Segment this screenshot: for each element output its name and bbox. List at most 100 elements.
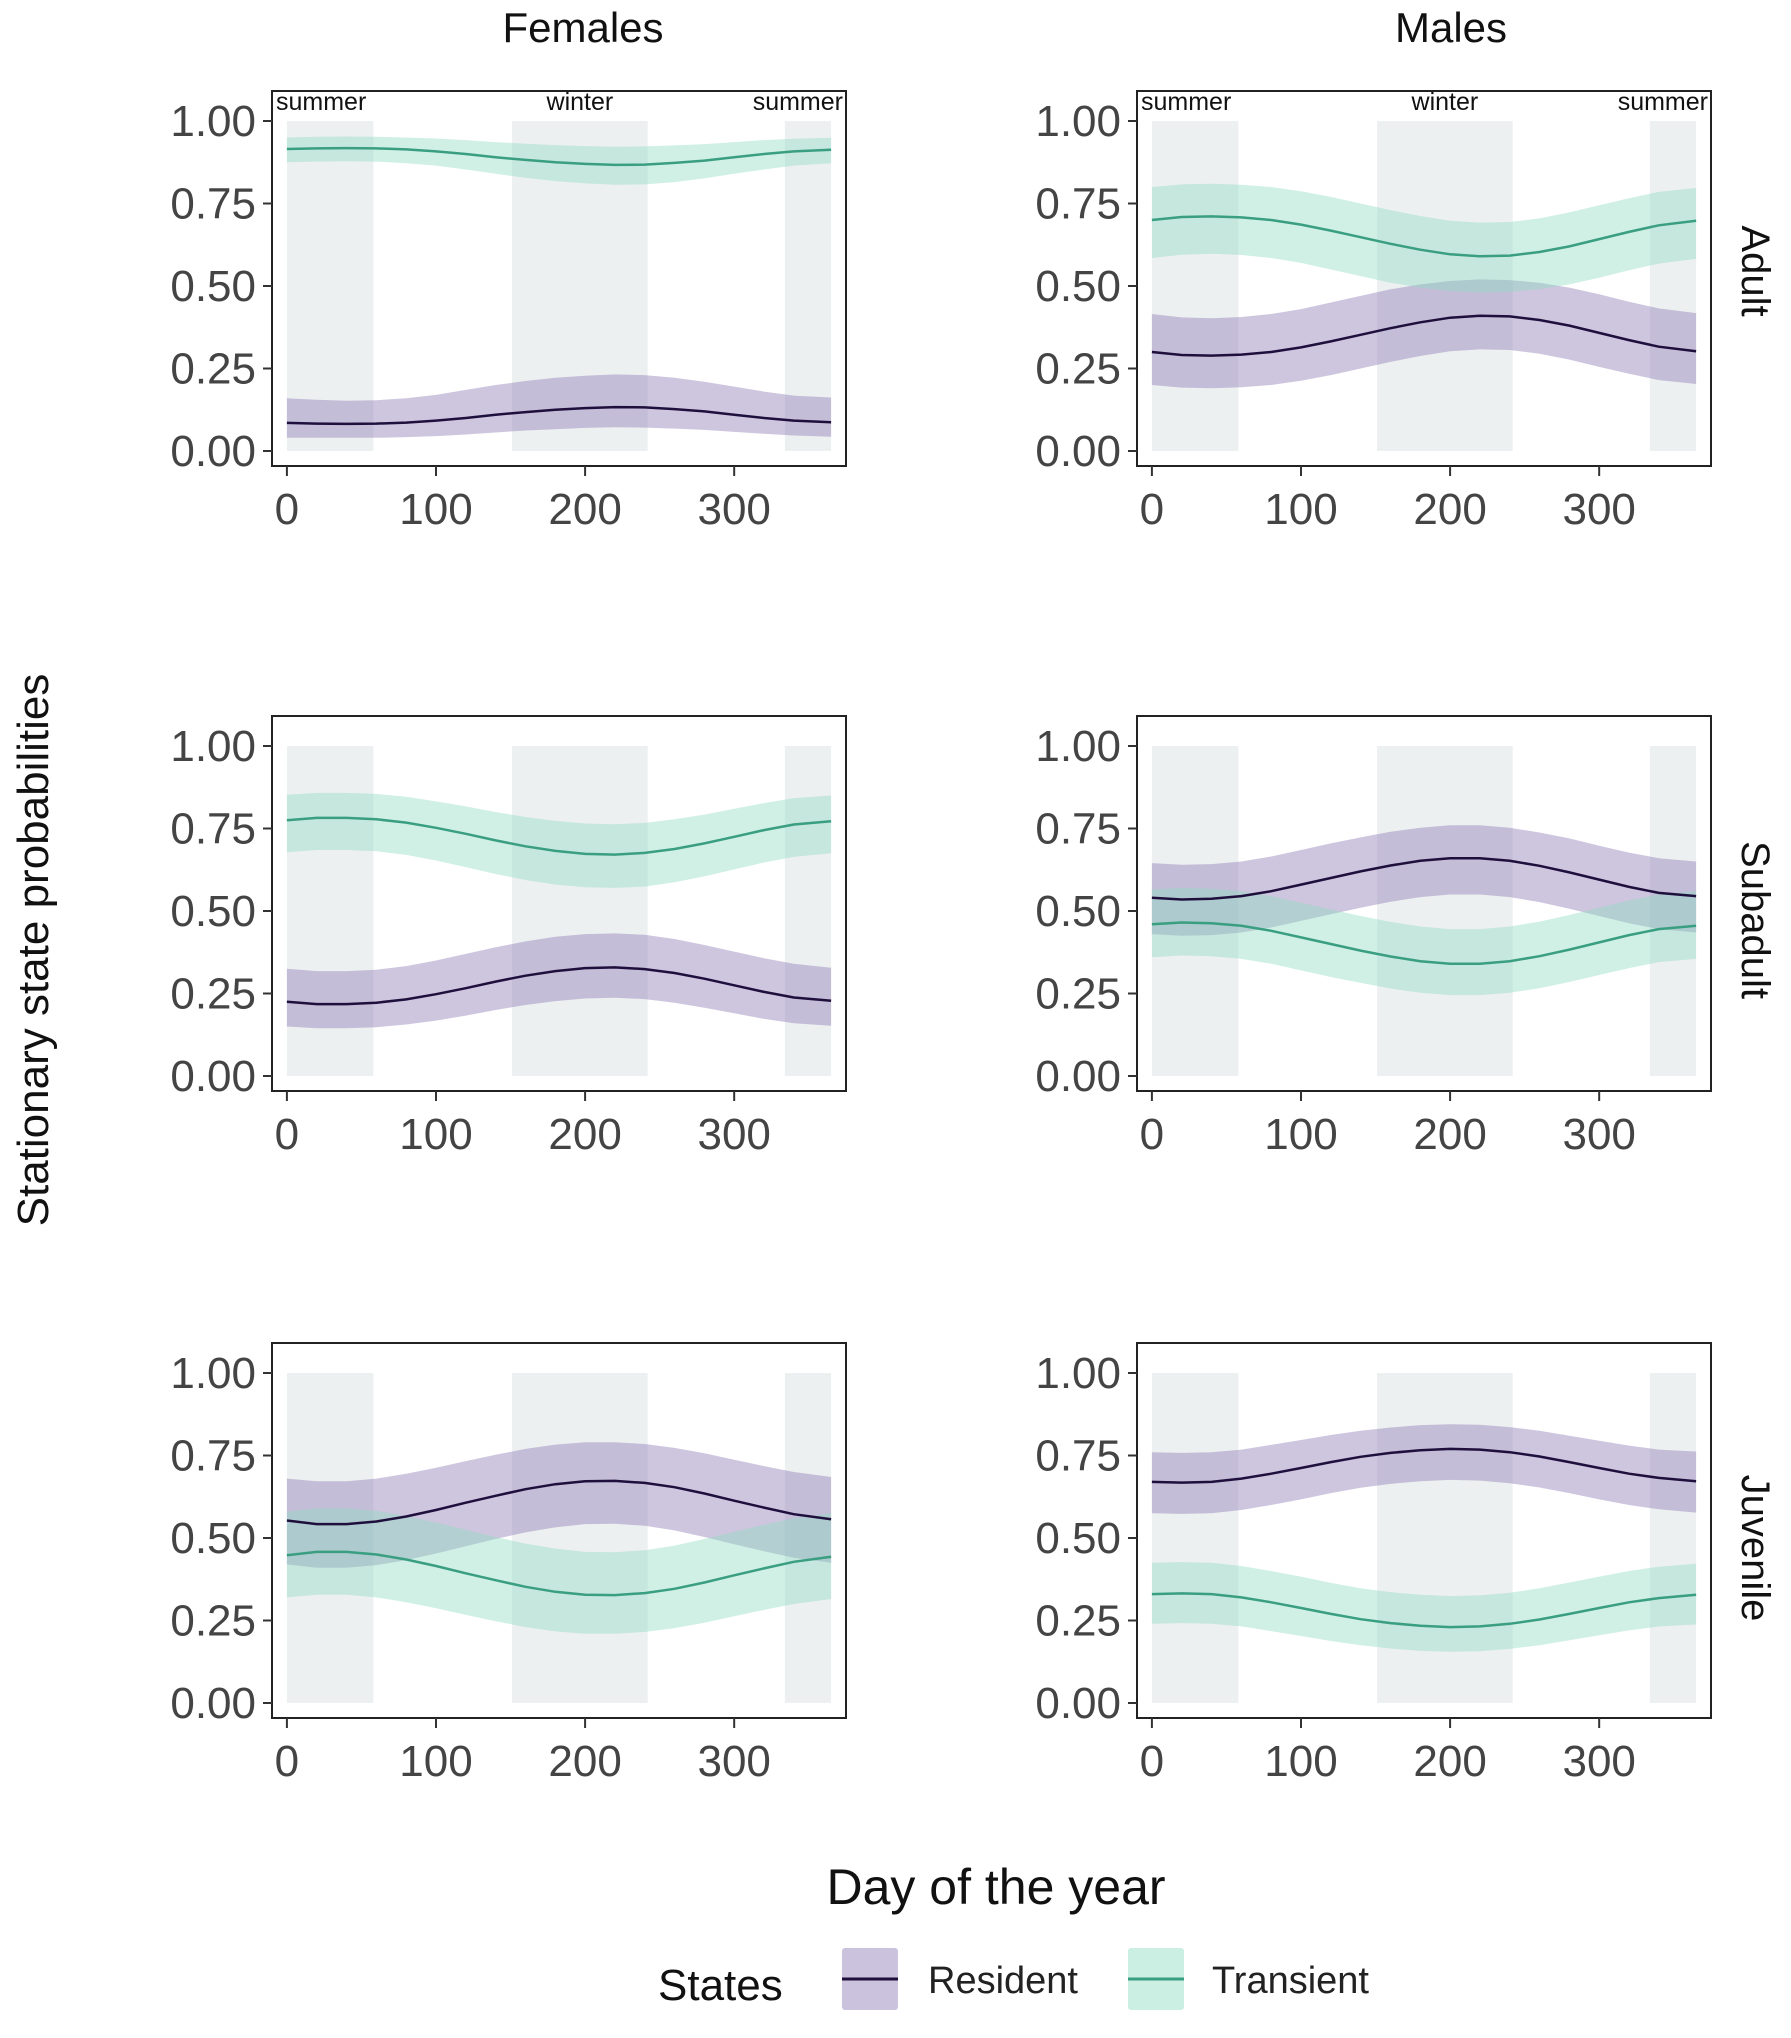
y-tick-label-females-adult-3: 0.75: [170, 180, 256, 229]
y-tick-label-females-adult-1: 0.25: [170, 345, 256, 394]
y-tick-label-males-juvenile-1: 0.25: [1035, 1597, 1121, 1646]
season-band-summer-males-subadult: [1649, 746, 1697, 1076]
season-band-summer-females-juvenile: [286, 1373, 374, 1703]
line-resident-females-adult: [286, 405, 832, 426]
x-tick-label-females-juvenile-1: 100: [399, 1737, 472, 1786]
line-transient-males-subadult: [1151, 921, 1697, 966]
y-tick-label-females-juvenile-2: 0.50: [170, 1514, 256, 1563]
y-axis-title: Stationary state probabilities: [9, 674, 58, 1227]
x-tick-label-females-juvenile-0: 0: [275, 1737, 299, 1786]
y-tick-label-males-juvenile-0: 0.00: [1035, 1679, 1121, 1728]
x-tick-label-females-subadult-3: 300: [697, 1110, 770, 1159]
ribbon-transient-females-subadult: [286, 792, 832, 888]
x-tick-label-males-adult-3: 300: [1562, 485, 1635, 534]
legend-key-resident: [842, 1948, 898, 2010]
row-strip-subadult: Subadult: [1733, 841, 1777, 999]
x-tick-label-males-subadult-2: 200: [1413, 1110, 1486, 1159]
y-tick-label-males-subadult-4: 1.00: [1035, 722, 1121, 771]
panel-border-males-subadult: [1136, 715, 1712, 1092]
x-tick-label-males-adult-0: 0: [1140, 485, 1164, 534]
y-tick-label-males-subadult-1: 0.25: [1035, 970, 1121, 1019]
ribbon-resident-females-juvenile: [286, 1442, 832, 1568]
line-transient-females-subadult: [286, 816, 832, 856]
line-transient-males-juvenile: [1151, 1592, 1697, 1629]
x-axis-title: Day of the year: [826, 1859, 1165, 1915]
ribbon-transient-males-subadult: [1151, 887, 1697, 996]
x-tick-label-males-juvenile-0: 0: [1140, 1737, 1164, 1786]
panel-males-subadult: 0.00 0.25 0.50 0.75 1.00 0 100 200 300: [1035, 715, 1712, 1159]
season-band-winter-males-subadult: [1377, 746, 1513, 1076]
line-resident-males-juvenile: [1151, 1447, 1697, 1484]
x-tick-label-males-juvenile-2: 200: [1413, 1737, 1486, 1786]
column-strip-males: Males: [1395, 4, 1507, 51]
season-band-summer-females-adult: [784, 121, 832, 451]
y-tick-label-females-adult-4: 1.00: [170, 97, 256, 146]
y-tick-label-females-subadult-3: 0.75: [170, 805, 256, 854]
legend-title: States: [658, 1961, 783, 2010]
ribbon-transient-females-adult: [286, 136, 832, 185]
column-strip-females: Females: [502, 4, 663, 51]
row-strip-adult: Adult: [1733, 225, 1777, 316]
season-band-winter-males-adult: [1377, 121, 1513, 451]
y-tick-label-females-juvenile-3: 0.75: [170, 1432, 256, 1481]
y-tick-label-males-adult-3: 0.75: [1035, 180, 1121, 229]
y-tick-label-females-subadult-0: 0.00: [170, 1052, 256, 1101]
season-label-summer-males-adult-0: summer: [1141, 88, 1231, 116]
panels-group: 0.00 0.25 0.50 0.75 1.00 0 100 200 300 summer wint…: [170, 88, 1712, 1786]
y-tick-label-females-subadult-4: 1.00: [170, 722, 256, 771]
y-tick-label-males-juvenile-2: 0.50: [1035, 1514, 1121, 1563]
ribbon-resident-males-adult: [1151, 279, 1697, 389]
panel-males-adult: 0.00 0.25 0.50 0.75 1.00 0 100 200 300 summer wint…: [1035, 88, 1712, 534]
x-tick-label-females-juvenile-3: 300: [697, 1737, 770, 1786]
season-band-winter-females-juvenile: [512, 1373, 648, 1703]
panel-females-adult: 0.00 0.25 0.50 0.75 1.00 0 100 200 300 summer wint…: [170, 88, 847, 534]
y-tick-label-females-juvenile-1: 0.25: [170, 1597, 256, 1646]
x-tick-label-males-juvenile-1: 100: [1264, 1737, 1337, 1786]
season-band-summer-females-subadult: [286, 746, 374, 1076]
ribbon-transient-males-juvenile: [1151, 1562, 1697, 1652]
ribbon-resident-females-subadult: [286, 933, 832, 1029]
panel-border-females-adult: [271, 90, 847, 467]
ribbon-resident-males-subadult: [1151, 825, 1697, 936]
season-band-summer-males-juvenile: [1649, 1373, 1697, 1703]
panel-border-males-juvenile: [1136, 1342, 1712, 1719]
season-band-summer-males-adult: [1151, 121, 1239, 451]
x-tick-label-females-subadult-0: 0: [275, 1110, 299, 1159]
season-label-summer-males-adult-2: summer: [1618, 88, 1708, 116]
x-tick-label-females-adult-0: 0: [275, 485, 299, 534]
line-transient-females-juvenile: [286, 1550, 832, 1597]
y-tick-label-males-subadult-2: 0.50: [1035, 887, 1121, 936]
x-tick-label-females-adult-3: 300: [697, 485, 770, 534]
y-tick-label-males-adult-1: 0.25: [1035, 345, 1121, 394]
y-tick-label-males-juvenile-4: 1.00: [1035, 1349, 1121, 1398]
row-strip-juvenile: Juvenile: [1733, 1475, 1777, 1622]
x-tick-label-females-subadult-2: 200: [548, 1110, 621, 1159]
season-band-summer-males-juvenile: [1151, 1373, 1239, 1703]
ribbon-transient-males-adult: [1151, 183, 1697, 293]
season-band-summer-females-adult: [286, 121, 374, 451]
season-band-winter-females-subadult: [512, 746, 648, 1076]
y-tick-label-males-juvenile-3: 0.75: [1035, 1432, 1121, 1481]
x-tick-label-females-adult-1: 100: [399, 485, 472, 534]
y-tick-label-males-adult-2: 0.50: [1035, 262, 1121, 311]
line-resident-females-subadult: [286, 966, 832, 1006]
legend-label-transient: Transient: [1212, 1960, 1369, 2002]
season-label-winter-males-adult-1: winter: [1411, 88, 1479, 116]
panel-border-females-subadult: [271, 715, 847, 1092]
y-tick-label-females-subadult-2: 0.50: [170, 887, 256, 936]
season-band-summer-males-subadult: [1151, 746, 1239, 1076]
y-tick-label-males-subadult-3: 0.75: [1035, 805, 1121, 854]
y-tick-label-males-subadult-0: 0.00: [1035, 1052, 1121, 1101]
panel-border-females-juvenile: [271, 1342, 847, 1719]
x-tick-label-males-adult-2: 200: [1413, 485, 1486, 534]
line-transient-males-adult: [1151, 215, 1697, 258]
season-band-winter-males-juvenile: [1377, 1373, 1513, 1703]
legend-key-transient: [1128, 1948, 1184, 2010]
x-tick-label-females-juvenile-2: 200: [548, 1737, 621, 1786]
season-band-winter-females-adult: [512, 121, 648, 451]
y-tick-label-females-adult-0: 0.00: [170, 427, 256, 476]
y-tick-label-males-adult-0: 0.00: [1035, 427, 1121, 476]
x-tick-label-males-subadult-3: 300: [1562, 1110, 1635, 1159]
y-tick-label-females-subadult-1: 0.25: [170, 970, 256, 1019]
line-resident-females-juvenile: [286, 1479, 832, 1526]
